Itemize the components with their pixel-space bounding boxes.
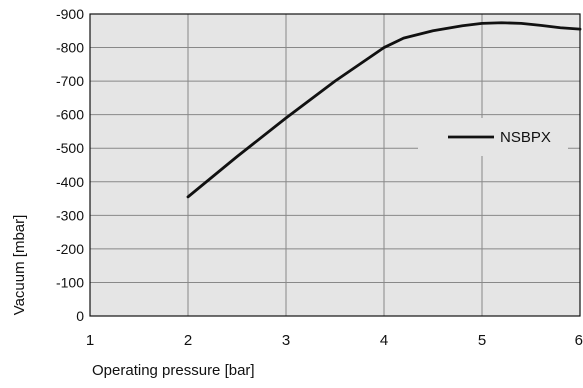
y-tick-label: -300 — [56, 207, 84, 223]
y-tick-label: -400 — [56, 174, 84, 190]
x-axis-label: Operating pressure [bar] — [92, 362, 255, 379]
y-tick-label: -100 — [56, 274, 84, 290]
series-line-0 — [186, 21, 582, 199]
y-axis-label: Vacuum [mbar] — [11, 215, 28, 316]
x-tick-label: 6 — [575, 332, 583, 349]
x-tick-label: 4 — [380, 332, 388, 349]
y-tick-label: -800 — [56, 40, 84, 56]
y-tick-label: -900 — [56, 6, 84, 22]
legend-label-nsbpx: NSBPX — [500, 129, 551, 146]
x-tick-label: 3 — [282, 332, 290, 349]
tick-labels: 0 -100 -200 -300 -400 -500 -600 -700 -800 -900 1 2 3… — [56, 6, 583, 349]
x-tick-label: 5 — [478, 332, 486, 349]
plot-frame — [89, 13, 581, 317]
x-tick-label: 1 — [86, 332, 94, 349]
y-tick-label: 0 — [76, 308, 84, 324]
x-tick-label: 2 — [184, 332, 192, 349]
y-tick-label: -700 — [56, 73, 84, 89]
series-lines — [186, 21, 582, 199]
y-tick-label: -600 — [56, 107, 84, 123]
plot-area — [90, 14, 580, 316]
y-tick-label: -200 — [56, 241, 84, 257]
y-tick-label: -500 — [56, 140, 84, 156]
legend: NSBPX — [418, 118, 568, 156]
